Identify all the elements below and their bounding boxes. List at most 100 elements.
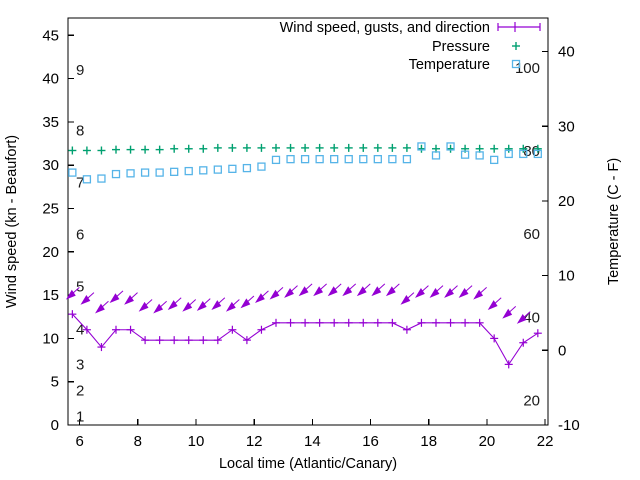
wind-speed-point (228, 325, 237, 334)
wind-speed-point (199, 336, 208, 345)
pressure-point (504, 144, 513, 153)
temperature-point (402, 154, 412, 164)
wind-speed-point (315, 318, 324, 327)
y-axis-tick-label: 5 (51, 374, 59, 391)
beaufort-scale-label: 2 (76, 382, 84, 399)
pressure-point (417, 144, 426, 153)
temperature-point (519, 149, 528, 159)
pressure-point (141, 145, 150, 154)
y2-axis-tick-label: -10 (558, 417, 580, 434)
beaufort-scale-label: 8 (76, 123, 84, 140)
legend-label-2[interactable]: Pressure (432, 39, 490, 55)
temperature-point (300, 154, 310, 164)
wind-gust-direction-arrow (153, 300, 167, 314)
y2-axis-tick-label: 20 (558, 193, 575, 210)
y-axis-tick-label: 30 (42, 157, 59, 174)
temperature-point (184, 166, 193, 176)
y2-axis-tick-label: 0 (558, 342, 566, 359)
legend-marker-wind (497, 22, 541, 32)
beaufort-scale-label: 7 (76, 175, 84, 192)
fahrenheit-scale-label: 80 (523, 143, 540, 160)
pressure-point (242, 143, 251, 152)
pressure-point (373, 143, 382, 152)
temperature-point (315, 154, 324, 164)
pressure-point (388, 143, 397, 152)
y-axis-title: Wind speed (kn - Beaufort) (4, 135, 20, 308)
temperature-point (359, 154, 368, 164)
pressure-point (359, 143, 368, 152)
beaufort-scale-label: 4 (76, 322, 84, 339)
pressure-point (490, 144, 499, 153)
wind-gust-direction-arrow (80, 292, 95, 305)
wind-speed-point (82, 325, 91, 334)
x-axis-tick-label: 18 (420, 433, 437, 450)
wind-gust-direction-arrow (269, 287, 284, 300)
fahrenheit-scale-label: 20 (523, 392, 540, 409)
wind-speed-point (170, 336, 179, 345)
temperature-point (330, 154, 339, 164)
wind-speed-point (490, 334, 499, 343)
pressure-point (68, 146, 77, 155)
wind-speed-point (417, 318, 426, 327)
y2-axis-title: Temperature (C - F) (606, 158, 622, 285)
wind-gust-direction-arrow (167, 297, 182, 310)
y-axis-tick-label: 10 (42, 330, 59, 347)
wind-gust-direction-arrow (124, 292, 138, 305)
wind-gust-direction-arrow (385, 283, 400, 297)
x-axis-tick-label: 16 (362, 433, 379, 450)
wind-gust-direction-arrow (255, 290, 269, 304)
y-axis-tick-label: 25 (42, 201, 59, 218)
wind-gust-direction-arrow (182, 299, 197, 312)
wind-speed-point (184, 336, 193, 345)
temperature-point (68, 168, 77, 177)
y-axis-tick-label: 45 (42, 27, 59, 44)
wind-speed-point (126, 325, 135, 334)
y2-axis-tick-label: 30 (558, 118, 575, 135)
wind-speed-point (286, 318, 295, 327)
wind-gust-direction-arrow (196, 298, 211, 311)
wind-speed-point (533, 329, 542, 338)
temperature-point (490, 155, 499, 165)
temperature-point (97, 174, 106, 183)
pressure-point (344, 143, 353, 152)
wind-gust-direction-arrow (225, 299, 240, 312)
plot-frame (67, 17, 549, 426)
x-axis-tick-label: 6 (75, 433, 83, 450)
wind-gust-direction-arrow (444, 285, 458, 298)
beaufort-scale-label: 1 (76, 408, 84, 425)
beaufort-scale-label: 6 (76, 226, 84, 243)
temperature-point (140, 168, 150, 177)
x-axis-tick-label: 8 (134, 433, 142, 450)
x-axis-tick-label: 14 (304, 433, 321, 450)
legend-label-1[interactable]: Wind speed, gusts, and direction (280, 20, 490, 36)
legend-marker-pressure (512, 42, 520, 50)
temperature-point (271, 155, 281, 165)
wind-gust-direction-arrow (429, 285, 444, 298)
legend-marker-temperature (511, 59, 521, 69)
wind-gust-direction-arrow (240, 295, 255, 309)
wind-speed-point (504, 360, 513, 369)
temperature-point (446, 142, 455, 151)
temperature-point (344, 154, 353, 164)
temperature-point (213, 165, 222, 174)
y-axis-tick-label: 15 (42, 287, 59, 304)
pressure-point (519, 144, 528, 153)
legend-label-3[interactable]: Temperature (409, 57, 490, 73)
wind-gust-direction-arrow (502, 306, 517, 319)
pressure-point (272, 143, 280, 152)
x-axis-tick-label: 12 (246, 433, 263, 450)
temperature-point (199, 166, 208, 175)
wind-speed-point (141, 336, 150, 345)
y2-axis-tick-label: 10 (558, 268, 575, 285)
pressure-point (155, 145, 164, 154)
wind-gust-direction-arrow (95, 300, 109, 314)
temperature-point (417, 142, 426, 151)
pressure-point (402, 143, 411, 152)
temperature-point (126, 169, 135, 178)
pressure-point (446, 144, 455, 153)
pressure-point (199, 144, 208, 153)
temperature-point (475, 151, 484, 160)
temperature-point (228, 164, 237, 174)
